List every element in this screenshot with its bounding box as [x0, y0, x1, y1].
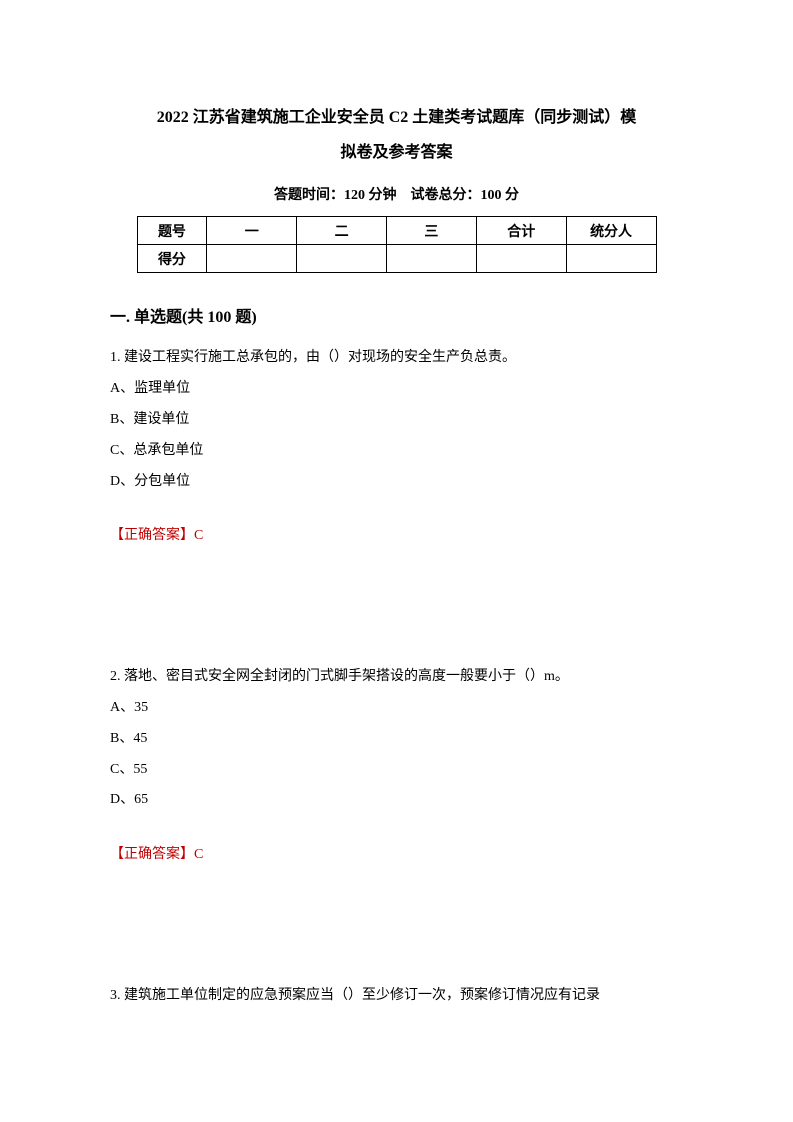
- question-block: 2. 落地、密目式安全网全封闭的门式脚手架搭设的高度一般要小于（）m。 A、35…: [110, 662, 683, 871]
- option: C、总承包单位: [110, 436, 683, 467]
- table-header-cell: 三: [387, 217, 477, 245]
- table-cell: 得分: [137, 245, 207, 273]
- option: B、45: [110, 724, 683, 755]
- option: D、65: [110, 785, 683, 816]
- table-header-cell: 合计: [476, 217, 566, 245]
- question-text: 1. 建设工程实行施工总承包的，由（）对现场的安全生产负总责。: [110, 343, 683, 374]
- title-line-2: 拟卷及参考答案: [110, 135, 683, 170]
- exam-total-score: 试卷总分：100 分: [411, 188, 520, 203]
- table-header-cell: 题号: [137, 217, 207, 245]
- table-header-cell: 一: [207, 217, 297, 245]
- question-block: 1. 建设工程实行施工总承包的，由（）对现场的安全生产负总责。 A、监理单位 B…: [110, 343, 683, 552]
- option: C、55: [110, 755, 683, 786]
- exam-info: 答题时间：120 分钟 试卷总分：100 分: [110, 184, 683, 204]
- table-row: 得分: [137, 245, 656, 273]
- question-text: 2. 落地、密目式安全网全封闭的门式脚手架搭设的高度一般要小于（）m。: [110, 662, 683, 693]
- table-cell: [297, 245, 387, 273]
- correct-answer: 【正确答案】C: [110, 840, 683, 871]
- title-line-1: 2022 江苏省建筑施工企业安全员 C2 土建类考试题库（同步测试）模: [110, 100, 683, 135]
- correct-answer: 【正确答案】C: [110, 521, 683, 552]
- exam-time: 答题时间：120 分钟: [274, 188, 397, 203]
- option: D、分包单位: [110, 467, 683, 498]
- table-header-cell: 统分人: [566, 217, 656, 245]
- table-cell: [566, 245, 656, 273]
- section-heading: 一. 单选题(共 100 题): [110, 303, 683, 327]
- question-block: 3. 建筑施工单位制定的应急预案应当（）至少修订一次，预案修订情况应有记录: [110, 981, 683, 1012]
- question-text: 3. 建筑施工单位制定的应急预案应当（）至少修订一次，预案修订情况应有记录: [110, 981, 683, 1012]
- table-cell: [387, 245, 477, 273]
- table-header-cell: 二: [297, 217, 387, 245]
- option: A、35: [110, 693, 683, 724]
- option: A、监理单位: [110, 374, 683, 405]
- option: B、建设单位: [110, 405, 683, 436]
- score-table: 题号 一 二 三 合计 统分人 得分: [137, 216, 657, 273]
- table-cell: [476, 245, 566, 273]
- table-row: 题号 一 二 三 合计 统分人: [137, 217, 656, 245]
- table-cell: [207, 245, 297, 273]
